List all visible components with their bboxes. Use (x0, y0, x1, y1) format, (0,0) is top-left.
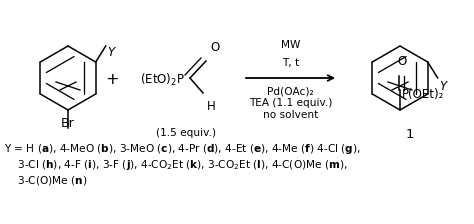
Text: Y = H ($\mathbf{a}$), 4-MeO ($\mathbf{b}$), 3-MeO ($\mathbf{c}$), 4-Pr ($\mathbf: Y = H ($\mathbf{a}$), 4-MeO ($\mathbf{b}… (4, 142, 361, 156)
Text: O: O (397, 55, 407, 68)
Text: P(OEt)₂: P(OEt)₂ (402, 88, 444, 101)
Text: O: O (210, 41, 219, 54)
Text: no solvent: no solvent (263, 110, 318, 120)
Text: Br: Br (61, 117, 75, 130)
Text: Pd(OAc)₂: Pd(OAc)₂ (267, 86, 314, 96)
Text: T, t: T, t (282, 58, 299, 68)
Text: 3-C(O)Me ($\mathbf{n}$): 3-C(O)Me ($\mathbf{n}$) (4, 174, 87, 187)
Text: H: H (207, 100, 216, 113)
Text: (1.5 equiv.): (1.5 equiv.) (156, 128, 216, 138)
Text: 1: 1 (406, 128, 414, 141)
Text: 3-Cl ($\mathbf{h}$), 4-F ($\mathbf{i}$), 3-F ($\mathbf{j}$), 4-CO$_2$Et ($\mathb: 3-Cl ($\mathbf{h}$), 4-F ($\mathbf{i}$),… (4, 158, 348, 172)
Text: Y: Y (440, 80, 447, 93)
Text: TEA (1.1 equiv.): TEA (1.1 equiv.) (249, 98, 332, 108)
Text: MW: MW (281, 40, 300, 50)
Text: (EtO)$_2$P: (EtO)$_2$P (140, 72, 185, 88)
Text: Y: Y (108, 46, 115, 59)
Text: +: + (105, 73, 119, 88)
